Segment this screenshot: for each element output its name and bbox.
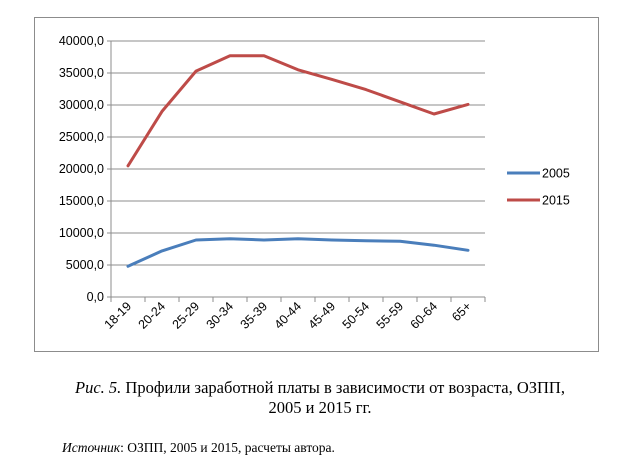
y-tick-label: 0,0 [87, 290, 104, 304]
caption-lead: Рис. 5. [75, 378, 122, 397]
y-tick-label: 20000,0 [59, 162, 104, 176]
y-tick-label: 25000,0 [59, 130, 104, 144]
y-tick-labels: 0,0 5000,0 10000,0 15000,0 20000,0 25000,0 300… [59, 34, 104, 304]
source-lead: Источник [62, 440, 121, 455]
y-tick-label: 10000,0 [59, 226, 104, 240]
legend-label-2015: 2015 [542, 194, 570, 208]
legend: 2005 2015 [507, 167, 570, 208]
x-tick-label: 50-54 [340, 299, 373, 332]
gridlines [107, 40, 485, 298]
axes [110, 41, 486, 302]
caption-text: Профили заработной платы в зависимости о… [121, 378, 565, 397]
y-tick-label: 5000,0 [66, 258, 104, 272]
x-tick-label: 20-24 [136, 299, 169, 332]
x-tick-label: 60-64 [408, 299, 441, 332]
y-tick-label: 15000,0 [59, 194, 104, 208]
source-note: Источник: ОЗПП, 2005 и 2015, расчеты авт… [62, 440, 335, 456]
x-tick-label: 30-34 [204, 299, 237, 332]
figure-caption: Рис. 5. Профили заработной платы в завис… [0, 378, 640, 418]
x-tick-labels: 18-19 20-24 25-29 30-34 35-39 40-44 45-49 50-54… [102, 299, 475, 332]
chart-frame: 0,0 5000,0 10000,0 15000,0 20000,0 25000,0 300… [34, 17, 599, 352]
x-tick-label: 18-19 [102, 299, 135, 332]
source-text: : ОЗПП, 2005 и 2015, расчеты автора. [120, 440, 335, 455]
y-tick-label: 35000,0 [59, 66, 104, 80]
line-chart: 0,0 5000,0 10000,0 15000,0 20000,0 25000,0 300… [59, 34, 570, 332]
x-tick-label: 25-29 [170, 299, 203, 332]
legend-label-2005: 2005 [542, 167, 570, 181]
caption-line2: 2005 и 2015 гг. [268, 398, 372, 417]
y-tick-label: 40000,0 [59, 34, 104, 48]
x-tick-label: 40-44 [272, 299, 305, 332]
x-tick-label: 35-39 [238, 299, 271, 332]
x-tick-label: 65+ [449, 299, 474, 324]
y-tick-label: 30000,0 [59, 98, 104, 112]
series-line-2015 [126, 54, 470, 168]
series-lines [126, 54, 470, 268]
x-tick-label: 45-49 [306, 299, 339, 332]
series-line-2005 [126, 237, 470, 268]
x-tick-label: 55-59 [374, 299, 407, 332]
